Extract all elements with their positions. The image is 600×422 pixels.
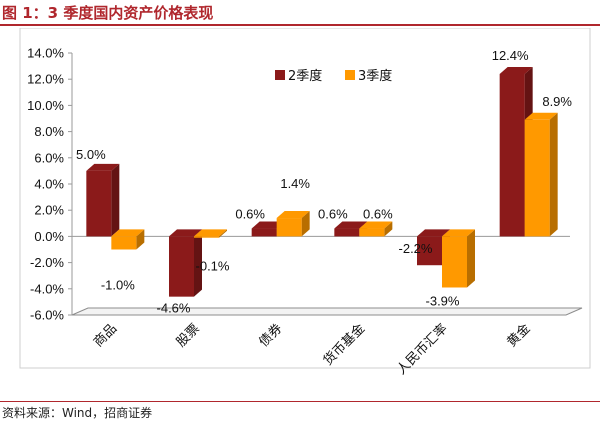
x-category-label: 债券 — [256, 321, 286, 351]
data-label: 0.6% — [318, 207, 348, 222]
source-rule — [0, 401, 600, 402]
data-label: 5.0% — [76, 147, 106, 162]
bar-top — [334, 221, 368, 229]
bar-top — [359, 221, 393, 229]
x-category-label: 货币基金 — [320, 321, 368, 369]
bar-q3 — [524, 112, 558, 237]
data-label: -0.1% — [196, 259, 230, 274]
legend-label-q2: 2季度 — [288, 68, 322, 84]
bar-front — [524, 119, 550, 237]
bar-side — [194, 229, 202, 297]
bar-q2 — [169, 229, 202, 297]
legend-label-q3: 3季度 — [358, 68, 392, 84]
bar-q3 — [276, 211, 310, 237]
bar-top — [499, 66, 533, 74]
title-rule — [0, 24, 600, 26]
x-category-label: 股票 — [174, 321, 203, 350]
bar-q2 — [499, 66, 533, 237]
data-label: 1.4% — [280, 176, 310, 191]
bar-side — [467, 229, 475, 288]
bar-front — [417, 236, 442, 266]
bar-top — [86, 163, 120, 171]
bar-side — [301, 211, 310, 237]
y-tick-label: 10.0% — [27, 98, 64, 113]
bar-front — [251, 228, 277, 237]
y-tick-label: 8.0% — [34, 124, 64, 139]
chart-border — [19, 28, 591, 369]
data-label: 12.4% — [492, 48, 529, 63]
y-tick-label: 14.0% — [27, 46, 64, 61]
data-label: -2.2% — [399, 241, 433, 256]
bar-q3 — [194, 229, 227, 238]
x-category-label: 人民币汇率 — [394, 321, 451, 378]
data-label: 0.6% — [235, 207, 265, 222]
bar-top — [111, 229, 145, 237]
bar-top — [524, 112, 558, 120]
y-tick-label: 6.0% — [34, 150, 64, 165]
legend-swatch-q3 — [345, 70, 355, 80]
x-category-label: 商品 — [91, 321, 120, 350]
bar-front — [111, 236, 137, 250]
chart-floor — [71, 307, 583, 316]
data-label: 0.6% — [363, 207, 393, 222]
bar-front — [86, 170, 112, 237]
data-label: -4.6% — [157, 301, 191, 316]
data-label: -1.0% — [101, 278, 135, 293]
figure-title: 图 1：3 季度国内资产价格表现 — [2, 4, 214, 22]
bar-front — [194, 236, 219, 238]
bar-top — [417, 229, 450, 237]
bar-top — [194, 229, 227, 237]
y-tick-label: 12.0% — [27, 72, 64, 87]
bar-front — [169, 236, 194, 297]
bar-side — [384, 221, 393, 237]
bar-top — [276, 211, 310, 219]
bar-top — [251, 221, 285, 229]
bar-top — [442, 229, 475, 237]
bar-side — [219, 229, 227, 238]
y-tick-label: 2.0% — [34, 203, 64, 218]
y-tick-label: -2.0% — [30, 255, 64, 270]
bar-front — [334, 228, 360, 237]
bar-q3 — [442, 229, 475, 288]
legend-swatch-q2 — [275, 70, 285, 80]
bar-front — [499, 73, 525, 237]
bar-front — [442, 236, 467, 288]
data-label: -3.9% — [426, 293, 460, 308]
bar-side — [136, 229, 145, 250]
bar-side — [549, 112, 558, 237]
y-tick-label: -4.0% — [30, 281, 64, 296]
source-note: 资料来源：Wind，招商证券 — [2, 406, 153, 420]
bar-q3 — [111, 229, 145, 250]
y-tick-label: 4.0% — [34, 177, 64, 192]
y-tick-label: -6.0% — [30, 308, 64, 323]
bar-side — [111, 163, 120, 237]
y-tick-label: 0.0% — [34, 229, 64, 244]
bar-front — [359, 228, 385, 237]
data-label: 8.9% — [542, 94, 572, 109]
bar-top — [169, 229, 202, 237]
bar-front — [276, 218, 302, 237]
bar-q2 — [86, 163, 120, 237]
bar-q3 — [359, 221, 393, 237]
bar-chart: -6.0% -4.0% -2.0% 0.0% 2.0% 4.0% 6.0% 8.0% 10.0%… — [19, 28, 591, 378]
x-category-label: 黄金 — [504, 321, 534, 351]
